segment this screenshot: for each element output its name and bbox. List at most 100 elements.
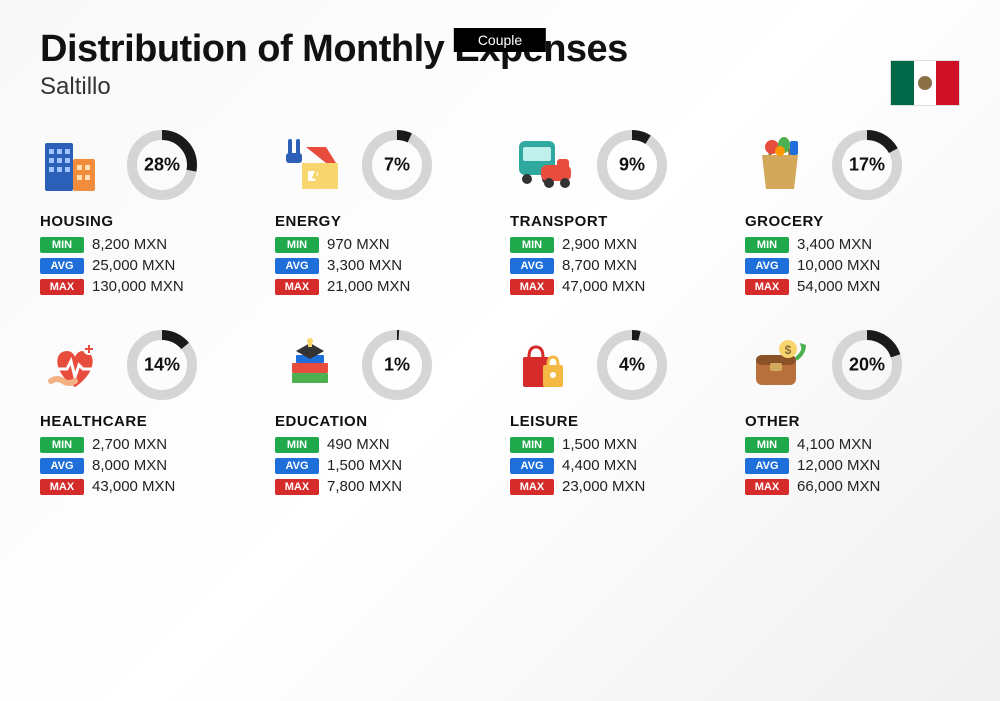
housing-icon <box>40 135 110 195</box>
category-name: TRANSPORT <box>510 213 725 230</box>
max-badge: MAX <box>510 279 554 295</box>
percent-donut: 4% <box>596 329 668 401</box>
percent-donut: 17% <box>831 129 903 201</box>
max-row: MAX 54,000 MXN <box>745 278 960 295</box>
education-icon <box>275 335 345 395</box>
percent-label: 28% <box>144 155 180 176</box>
country-flag-mexico <box>890 60 960 106</box>
max-row: MAX 66,000 MXN <box>745 478 960 495</box>
category-name: EDUCATION <box>275 413 490 430</box>
avg-badge: AVG <box>40 258 84 274</box>
svg-text:$: $ <box>785 343 792 357</box>
min-value: 2,900 MXN <box>562 236 637 253</box>
flag-stripe-green <box>891 61 914 105</box>
avg-badge: AVG <box>510 258 554 274</box>
category-name: HEALTHCARE <box>40 413 255 430</box>
category-card-grocery: 17% GROCERY MIN 3,400 MXN AVG 10,000 MXN… <box>745 129 960 299</box>
min-row: MIN 970 MXN <box>275 236 490 253</box>
other-icon: $ <box>745 335 815 395</box>
city-subtitle: Saltillo <box>40 73 1000 101</box>
min-badge: MIN <box>275 237 319 253</box>
category-card-transport: 9% TRANSPORT MIN 2,900 MXN AVG 8,700 MXN… <box>510 129 725 299</box>
min-row: MIN 3,400 MXN <box>745 236 960 253</box>
min-badge: MIN <box>745 237 789 253</box>
min-badge: MIN <box>510 437 554 453</box>
max-value: 66,000 MXN <box>797 478 880 495</box>
percent-label: 9% <box>619 155 645 176</box>
avg-value: 8,000 MXN <box>92 457 167 474</box>
percent-donut: 14% <box>126 329 198 401</box>
min-row: MIN 4,100 MXN <box>745 436 960 453</box>
max-badge: MAX <box>275 279 319 295</box>
avg-row: AVG 25,000 MXN <box>40 257 255 274</box>
avg-row: AVG 1,500 MXN <box>275 457 490 474</box>
min-badge: MIN <box>40 437 84 453</box>
min-value: 970 MXN <box>327 236 390 253</box>
avg-badge: AVG <box>510 458 554 474</box>
min-row: MIN 1,500 MXN <box>510 436 725 453</box>
avg-value: 4,400 MXN <box>562 457 637 474</box>
percent-donut: 7% <box>361 129 433 201</box>
flag-emblem <box>918 76 932 90</box>
min-value: 8,200 MXN <box>92 236 167 253</box>
max-row: MAX 21,000 MXN <box>275 278 490 295</box>
min-value: 1,500 MXN <box>562 436 637 453</box>
max-badge: MAX <box>40 479 84 495</box>
min-row: MIN 490 MXN <box>275 436 490 453</box>
category-card-healthcare: 14% HEALTHCARE MIN 2,700 MXN AVG 8,000 M… <box>40 329 255 499</box>
percent-label: 14% <box>144 355 180 376</box>
category-card-other: $ 20% OTHER MIN 4,100 MXN AVG 12,000 MXN… <box>745 329 960 499</box>
avg-row: AVG 8,700 MXN <box>510 257 725 274</box>
min-value: 2,700 MXN <box>92 436 167 453</box>
avg-value: 12,000 MXN <box>797 457 880 474</box>
min-row: MIN 8,200 MXN <box>40 236 255 253</box>
avg-row: AVG 8,000 MXN <box>40 457 255 474</box>
min-row: MIN 2,700 MXN <box>40 436 255 453</box>
percent-donut: 28% <box>126 129 198 201</box>
avg-badge: AVG <box>275 458 319 474</box>
max-badge: MAX <box>40 279 84 295</box>
avg-value: 1,500 MXN <box>327 457 402 474</box>
energy-icon <box>275 135 345 195</box>
min-badge: MIN <box>275 437 319 453</box>
healthcare-icon <box>40 335 110 395</box>
percent-label: 1% <box>384 355 410 376</box>
category-card-energy: 7% ENERGY MIN 970 MXN AVG 3,300 MXN MAX … <box>275 129 490 299</box>
min-value: 4,100 MXN <box>797 436 872 453</box>
category-name: ENERGY <box>275 213 490 230</box>
max-value: 7,800 MXN <box>327 478 402 495</box>
leisure-icon <box>510 335 580 395</box>
avg-value: 8,700 MXN <box>562 257 637 274</box>
min-value: 490 MXN <box>327 436 390 453</box>
min-badge: MIN <box>510 237 554 253</box>
category-card-leisure: 4% LEISURE MIN 1,500 MXN AVG 4,400 MXN M… <box>510 329 725 499</box>
category-name: OTHER <box>745 413 960 430</box>
min-value: 3,400 MXN <box>797 236 872 253</box>
percent-label: 20% <box>849 355 885 376</box>
max-value: 21,000 MXN <box>327 278 410 295</box>
max-value: 43,000 MXN <box>92 478 175 495</box>
avg-badge: AVG <box>40 458 84 474</box>
flag-stripe-red <box>936 61 959 105</box>
max-row: MAX 47,000 MXN <box>510 278 725 295</box>
percent-donut: 20% <box>831 329 903 401</box>
max-value: 54,000 MXN <box>797 278 880 295</box>
max-value: 47,000 MXN <box>562 278 645 295</box>
avg-badge: AVG <box>275 258 319 274</box>
max-badge: MAX <box>510 479 554 495</box>
audience-tag: Couple <box>454 28 546 52</box>
min-badge: MIN <box>40 237 84 253</box>
category-name: HOUSING <box>40 213 255 230</box>
max-badge: MAX <box>745 279 789 295</box>
category-card-housing: 28% HOUSING MIN 8,200 MXN AVG 25,000 MXN… <box>40 129 255 299</box>
percent-donut: 1% <box>361 329 433 401</box>
max-row: MAX 43,000 MXN <box>40 478 255 495</box>
category-name: LEISURE <box>510 413 725 430</box>
max-row: MAX 130,000 MXN <box>40 278 255 295</box>
max-row: MAX 7,800 MXN <box>275 478 490 495</box>
avg-row: AVG 3,300 MXN <box>275 257 490 274</box>
percent-label: 17% <box>849 155 885 176</box>
percent-donut: 9% <box>596 129 668 201</box>
category-name: GROCERY <box>745 213 960 230</box>
grocery-icon <box>745 135 815 195</box>
